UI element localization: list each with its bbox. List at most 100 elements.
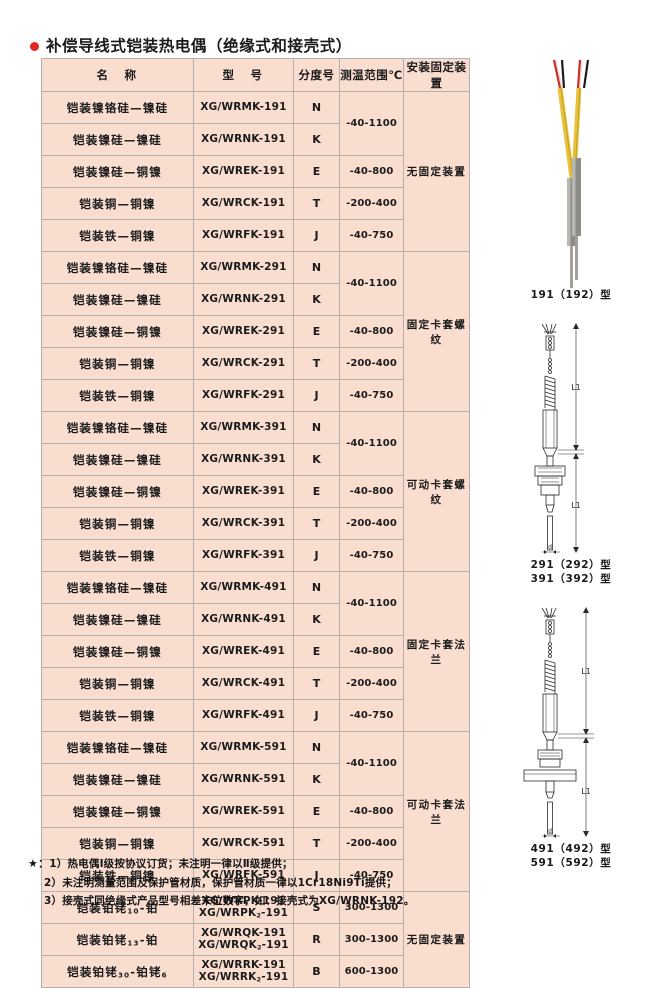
thermocouple-drawing-threaded: L1 L1 d xyxy=(476,320,666,558)
table-row: 铠装铁—铜镍 XG/WRFK-591 J -40-750 xyxy=(41,859,470,892)
table-row: 铠装镍硅—铜镍 XG/WREK-191 E -40-800 xyxy=(41,155,470,188)
cell-model: XG/WRPK-191 XG/WRPK2-191 xyxy=(193,891,294,924)
col-header-mount: 安装固定装置 xyxy=(403,58,470,92)
figure-491-591: L1 L1 d 491（492）型 591（592）型 xyxy=(476,604,666,870)
col-header-range: 测温范围℃ xyxy=(339,58,404,92)
cell-grade: N xyxy=(293,731,340,764)
cell-mount: 可动卡套法兰 xyxy=(403,731,470,892)
cell-grade: B xyxy=(293,955,340,988)
cell-range: -40-750 xyxy=(339,539,404,572)
cell-grade: K xyxy=(293,603,340,636)
cell-range: -40-750 xyxy=(339,219,404,252)
cell-model: XG/WRFK-591 xyxy=(193,859,294,892)
figure-column: 191（192）型 xyxy=(476,58,666,918)
cell-name: 铠装铁—铜镍 xyxy=(41,859,194,892)
cell-grade: N xyxy=(293,411,340,444)
cell-grade: E xyxy=(293,155,340,188)
cell-grade: N xyxy=(293,91,340,124)
footnote-text-1: 1）热电偶Ⅰ级按协议订货；未注明一律以Ⅱ级提供； xyxy=(49,858,293,870)
cell-model: XG/WRMK-291 xyxy=(193,251,294,284)
table-row: 铠装铜—铜镍 XG/WRCK-491 T -200-400 xyxy=(41,667,470,700)
footnotes: ★：1）热电偶Ⅰ级按协议订货；未注明一律以Ⅱ级提供； 2）未注明测量范围及保护管… xyxy=(28,855,478,910)
cell-range: -40-750 xyxy=(339,699,404,732)
cell-grade: K xyxy=(293,283,340,316)
cell-model: XG/WREK-291 xyxy=(193,315,294,348)
table-row: 铠装铁—铜镍 XG/WRFK-291 J -40-750 xyxy=(41,379,470,412)
cell-model: XG/WRMK-591 xyxy=(193,731,294,764)
cell-name: 铠装镍硅—镍硅 xyxy=(41,283,194,316)
cell-range: -200-400 xyxy=(339,187,404,220)
cell-grade: J xyxy=(293,699,340,732)
figure-291-caption: 291（292）型 xyxy=(530,559,612,571)
col-header-model: 型 号 xyxy=(193,58,294,92)
dim-label-l1-bottom: L1 xyxy=(581,787,591,796)
cell-range: -40-1100 xyxy=(339,411,404,476)
cell-range: -40-1100 xyxy=(339,91,404,156)
table-row: 铠装镍硅—镍硅 XG/WRNK-591 K xyxy=(41,763,470,796)
cell-model: XG/WRCK-291 xyxy=(193,347,294,380)
cell-model: XG/WREK-191 xyxy=(193,155,294,188)
table-row: 铠装镍铬硅—镍硅 XG/WRMK-191 N -40-1100 无固定装置 xyxy=(41,91,470,252)
cell-model: XG/WRMK-391 xyxy=(193,411,294,444)
cell-grade: J xyxy=(293,859,340,892)
cell-model: XG/WRNK-591 xyxy=(193,763,294,796)
footnote-line-2: 2）未注明测量范围及保护管材质，保护管材质一律以1Cr18Ni9Ti提供； xyxy=(44,876,397,889)
cell-range: -40-1100 xyxy=(339,571,404,636)
cell-grade: J xyxy=(293,379,340,412)
dim-label-l1-bottom: L1 xyxy=(571,501,581,510)
footnote-line-1: ★：1）热电偶Ⅰ级按协议订货；未注明一律以Ⅱ级提供； xyxy=(28,855,478,874)
cell-range: -40-750 xyxy=(339,379,404,412)
cell-mount: 无固定装置 xyxy=(403,91,470,252)
table-row: 铠装铜—铜镍 XG/WRCK-291 T -200-400 xyxy=(41,347,470,380)
cell-model: XG/WRFK-191 xyxy=(193,219,294,252)
cell-grade: J xyxy=(293,539,340,572)
table-row: 铠装铂铑10-铂 XG/WRPK-191 XG/WRPK2-191 S 300-1300… xyxy=(41,891,470,988)
cell-grade: K xyxy=(293,123,340,156)
cell-grade: T xyxy=(293,187,340,220)
table-row: 铠装铁—铜镍 XG/WRFK-191 J -40-750 xyxy=(41,219,470,252)
spec-table-container: 名 称 型 号 分度号 测温范围℃ 安装固定装置 铠装镍铬硅—镍硅 XG/WRMK… xyxy=(41,58,470,988)
table-row: 铠装镍硅—铜镍 XG/WREK-491 E -40-800 xyxy=(41,635,470,668)
cell-mount: 可动卡套螺纹 xyxy=(403,411,470,572)
cell-model: XG/WRCK-491 xyxy=(193,667,294,700)
cell-model: XG/WRFK-491 xyxy=(193,699,294,732)
cell-grade: S xyxy=(293,891,340,924)
cell-range: -40-800 xyxy=(339,315,404,348)
cell-name: 铠装铜—铜镍 xyxy=(41,827,194,860)
dim-label-d: d xyxy=(548,544,552,551)
cell-model: XG/WREK-591 xyxy=(193,795,294,828)
cell-name: 铠装铂铑30-铂铑6 xyxy=(41,955,194,988)
cell-model: XG/WRFK-391 xyxy=(193,539,294,572)
cell-grade: K xyxy=(293,443,340,476)
cell-mount: 固定卡套法兰 xyxy=(403,571,470,732)
dim-label-l1-top: L1 xyxy=(581,667,591,676)
cell-grade: K xyxy=(293,763,340,796)
cell-model: XG/WRNK-291 xyxy=(193,283,294,316)
spec-table: 名 称 型 号 分度号 测温范围℃ 安装固定装置 铠装镍铬硅—镍硅 XG/WRMK… xyxy=(41,58,470,988)
bullet-icon xyxy=(30,41,39,51)
table-row: 铠装镍铬硅—镍硅 XG/WRMK-391 N -40-1100 可动卡套螺纹 xyxy=(41,411,470,572)
cell-name: 铠装镍硅—铜镍 xyxy=(41,795,194,828)
cell-model: XG/WRMK-491 xyxy=(193,571,294,604)
cell-range: 300-1300 xyxy=(339,891,404,924)
cell-name: 铠装铁—铜镍 xyxy=(41,219,194,252)
table-row: 铠装镍硅—镍硅 XG/WRNK-291 K xyxy=(41,283,470,316)
cell-range: -200-400 xyxy=(339,507,404,540)
cell-name: 铠装镍硅—铜镍 xyxy=(41,315,194,348)
cell-range: -40-800 xyxy=(339,795,404,828)
cell-grade: E xyxy=(293,315,340,348)
cell-model: XG/WRCK-591 xyxy=(193,827,294,860)
cell-grade: T xyxy=(293,507,340,540)
figure-391-caption: 391（392）型 xyxy=(530,573,612,586)
cell-grade: T xyxy=(293,667,340,700)
cell-range: 300-1300 xyxy=(339,923,404,956)
cell-range: -200-400 xyxy=(339,827,404,860)
cell-range: -40-800 xyxy=(339,475,404,508)
cell-name: 铠装铜—铜镍 xyxy=(41,347,194,380)
table-row: 铠装铜—铜镍 XG/WRCK-391 T -200-400 xyxy=(41,507,470,540)
thermocouple-photo xyxy=(476,58,666,288)
cell-name: 铠装镍铬硅—镍硅 xyxy=(41,91,194,124)
cell-name: 铠装镍铬硅—镍硅 xyxy=(41,571,194,604)
table-row: 铠装镍硅—镍硅 XG/WRNK-191 K xyxy=(41,123,470,156)
footnote-line-3: 3）接壳式同绝缘式产品型号相差末位数字，如：接壳式为XG/WRNK-192。 xyxy=(44,894,415,907)
